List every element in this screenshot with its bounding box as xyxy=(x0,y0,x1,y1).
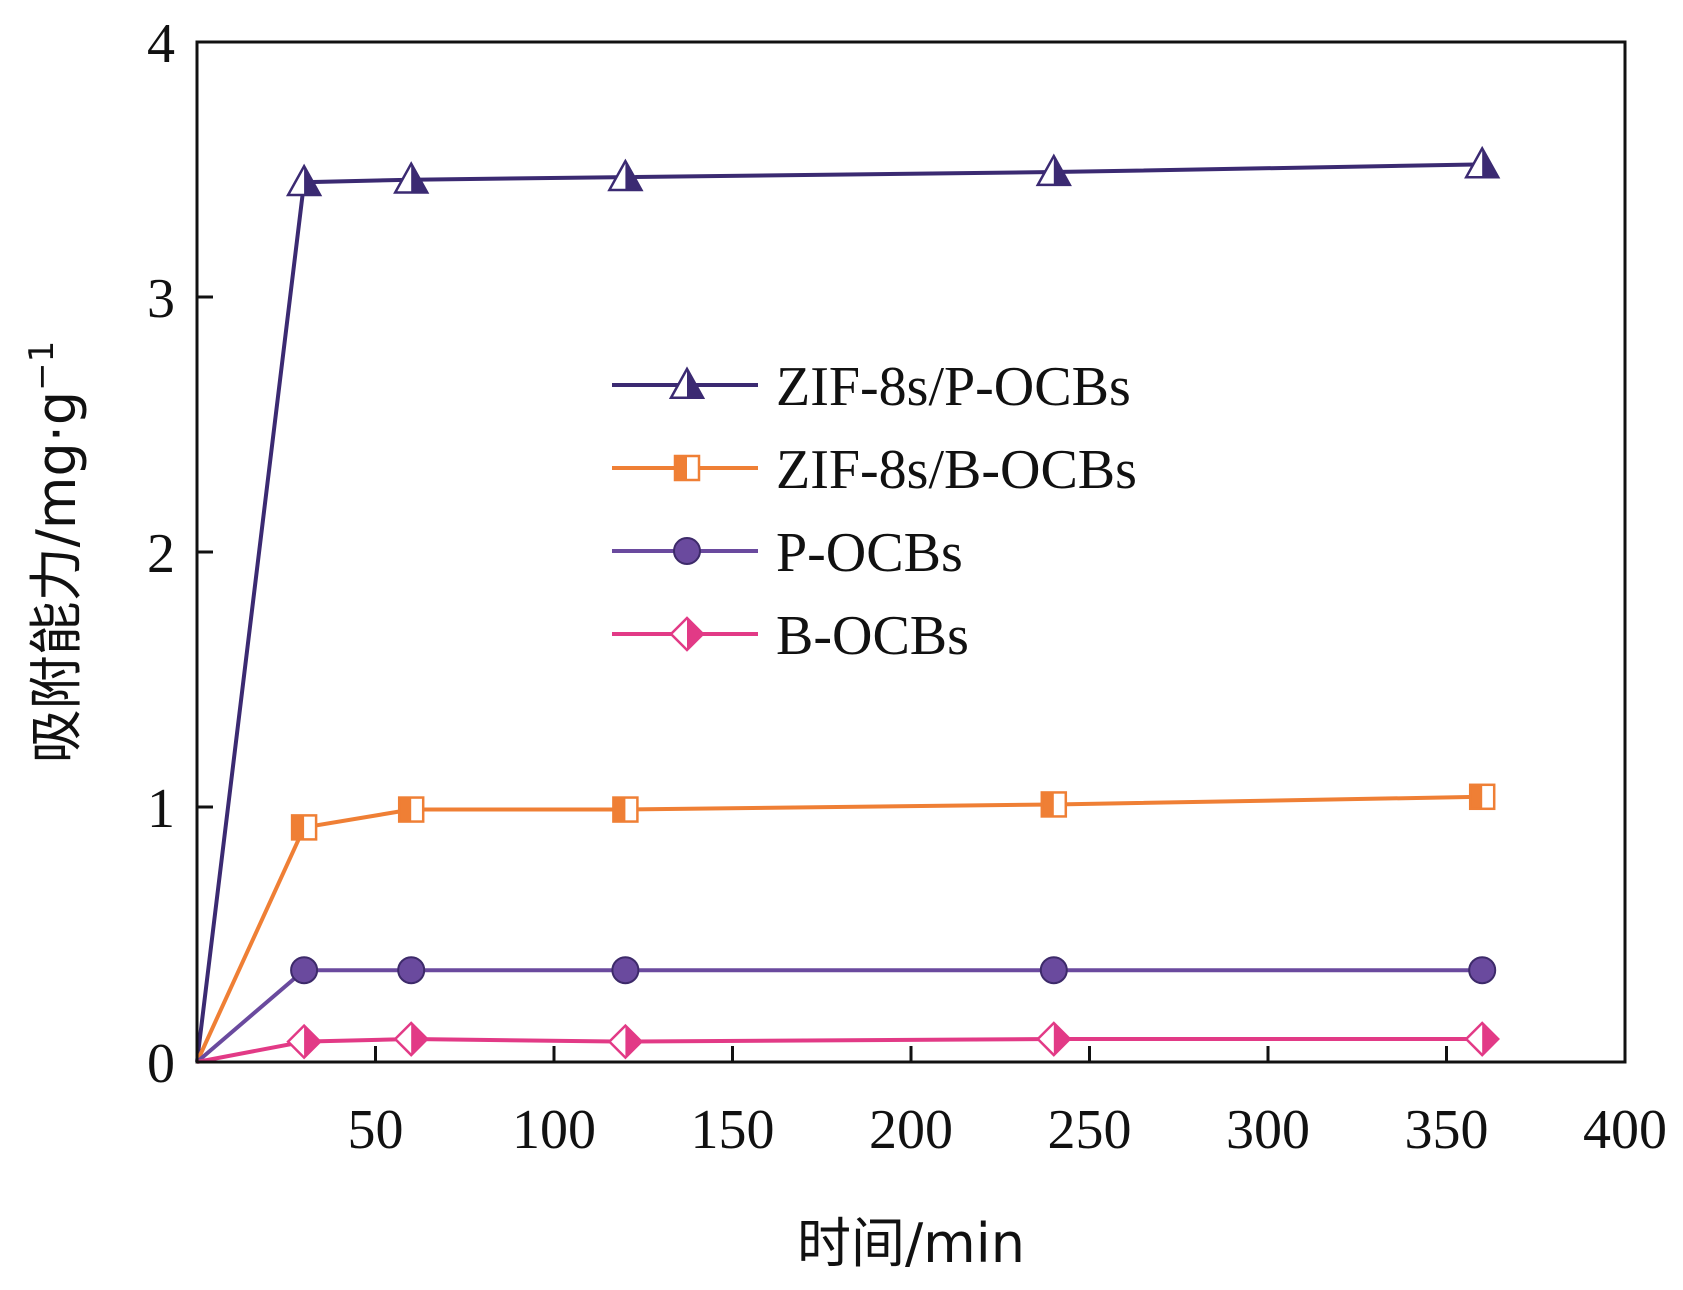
data-point xyxy=(290,956,319,985)
data-point xyxy=(393,1021,429,1057)
legend-item: ZIF-8s/P-OCBs xyxy=(612,356,1131,418)
y-tick-label: 2 xyxy=(147,523,175,585)
series-2 xyxy=(195,956,1497,1064)
ticks-layer: 50 100 150 200 250 300 350 400 0 1 2 3 4 xyxy=(147,13,1667,1161)
legend-marker xyxy=(673,454,701,482)
legend-marker xyxy=(673,537,701,565)
legend-item: B-OCBs xyxy=(612,605,969,667)
series-layer xyxy=(195,145,1501,1064)
data-point xyxy=(1464,1021,1500,1057)
y-tick-label: 4 xyxy=(147,13,175,75)
data-point xyxy=(1468,783,1496,811)
x-tick-label: 200 xyxy=(869,1099,953,1161)
legend-label: P-OCBs xyxy=(776,522,963,584)
data-point xyxy=(607,1023,644,1060)
data-point xyxy=(611,956,640,985)
x-tick-label: 250 xyxy=(1048,1099,1132,1161)
y-axis-title-exponent: −1 xyxy=(22,341,62,391)
x-tick-label: 100 xyxy=(512,1099,596,1161)
data-point xyxy=(290,814,318,841)
x-tick-label: 400 xyxy=(1583,1099,1667,1161)
data-point xyxy=(286,1023,322,1060)
data-point xyxy=(1035,153,1072,187)
x-tick-label: 350 xyxy=(1405,1099,1489,1161)
data-point xyxy=(1040,791,1068,818)
y-tick-label: 0 xyxy=(147,1033,175,1095)
data-point xyxy=(397,796,425,823)
x-axis-title: 时间/min xyxy=(797,1212,1025,1275)
data-point xyxy=(1468,956,1497,985)
x-tick-label: 150 xyxy=(691,1099,775,1161)
legend-label: ZIF-8s/P-OCBs xyxy=(776,356,1131,418)
data-point xyxy=(1039,956,1068,985)
data-point xyxy=(1036,1021,1072,1057)
series-3 xyxy=(196,1021,1500,1064)
data-point xyxy=(612,796,639,823)
series-0 xyxy=(195,145,1501,1063)
legend-marker xyxy=(668,366,706,400)
data-point xyxy=(285,163,323,197)
series-line xyxy=(195,968,1483,1064)
legend-item: ZIF-8s/B-OCBs xyxy=(612,439,1137,501)
legend-marker xyxy=(669,616,705,652)
series-line xyxy=(195,794,1483,1063)
data-point xyxy=(607,158,644,192)
data-point xyxy=(393,161,430,194)
series-line xyxy=(196,1037,1483,1064)
legend: ZIF-8s/P-OCBs ZIF-8s/B-OCBs P-OCBs B-OCBs xyxy=(612,356,1137,667)
x-tick-label: 300 xyxy=(1226,1099,1310,1161)
x-tick-label: 50 xyxy=(348,1099,404,1161)
legend-item: P-OCBs xyxy=(612,522,963,584)
legend-label: B-OCBs xyxy=(776,605,969,667)
data-point xyxy=(1464,145,1501,179)
y-tick-label: 1 xyxy=(147,778,175,840)
series-line xyxy=(195,162,1483,1063)
series-1 xyxy=(195,783,1496,1063)
data-point xyxy=(397,956,426,985)
y-axis-title-main: 吸附能力/mg·g xyxy=(25,391,88,764)
y-axis-title: 吸附能力/mg·g−1 xyxy=(22,341,88,764)
legend-label: ZIF-8s/B-OCBs xyxy=(776,439,1137,501)
y-tick-label: 3 xyxy=(147,268,175,330)
